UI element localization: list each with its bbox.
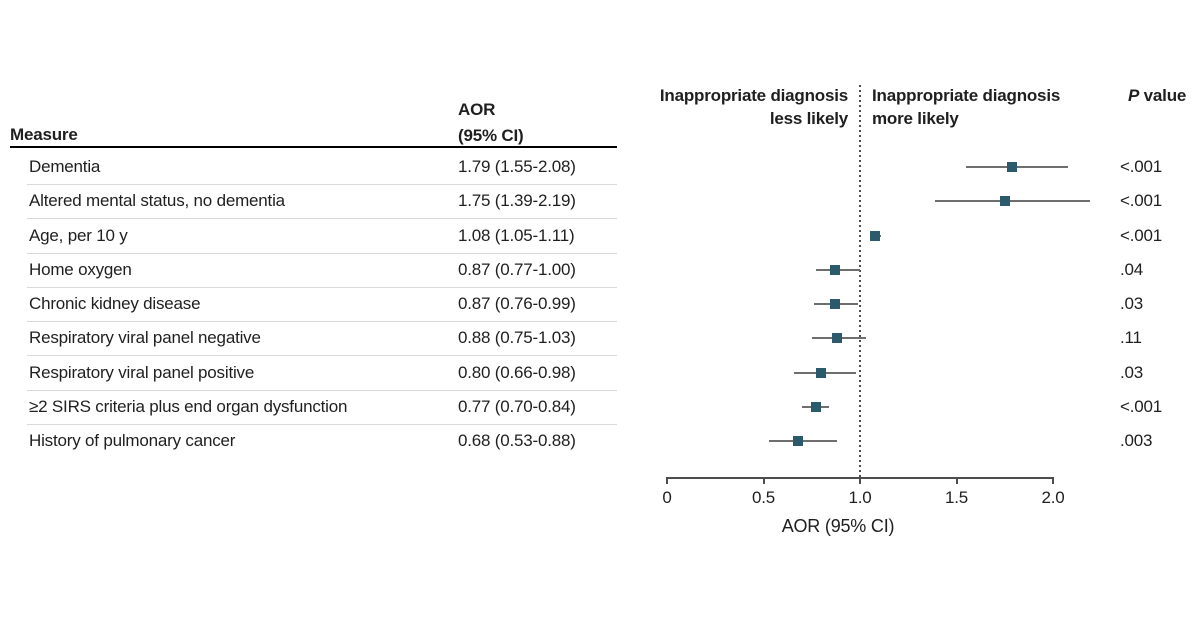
less-likely-header: Inappropriate diagnosis less likely	[568, 84, 848, 130]
aor-point-marker	[831, 333, 842, 344]
p-value: <.001	[1120, 225, 1163, 245]
aor-ci-value: 1.08 (1.05-1.11)	[458, 225, 575, 245]
row-separator	[27, 321, 617, 323]
row-separator	[27, 355, 617, 357]
more-likely-header-line1: Inappropriate diagnosis	[872, 86, 1061, 105]
aor-point-marker	[816, 367, 827, 378]
x-axis-tick-label: 0	[662, 488, 672, 507]
measure-label: Chronic kidney disease	[29, 294, 201, 313]
x-axis-title: AOR (95% CI)	[781, 516, 895, 536]
row-separator	[27, 252, 617, 254]
x-axis-tick-label: 0.5	[751, 488, 776, 507]
aor-ci-value: 0.88 (0.75-1.03)	[458, 328, 576, 348]
x-axis-tick	[1052, 477, 1054, 484]
p-value: .003	[1120, 431, 1153, 450]
less-likely-header-line1: Inappropriate diagnosis	[659, 86, 848, 105]
aor-ci-value: 0.87 (0.76-0.99)	[458, 294, 576, 313]
p-value: <.001	[1120, 157, 1163, 176]
aor-point-marker	[870, 230, 881, 241]
aor-point-marker	[829, 264, 840, 275]
row-separator	[27, 423, 617, 425]
p-value: .04	[1120, 259, 1144, 279]
p-value: <.001	[1120, 396, 1163, 416]
less-likely-header-line2: less likely	[769, 109, 848, 128]
p-value: <.001	[1120, 191, 1163, 211]
reference-line	[859, 85, 861, 477]
aor-ci-value: 1.75 (1.39-2.19)	[458, 191, 576, 211]
more-likely-header: Inappropriate diagnosis more likely	[872, 84, 1112, 130]
aor-point-marker	[999, 196, 1010, 207]
row-separator	[27, 286, 617, 288]
p-value: .03	[1120, 362, 1144, 382]
p-value-header-italic-p: P	[1128, 86, 1140, 105]
x-axis-tick-label: 1.0	[848, 488, 872, 507]
x-axis-tick	[859, 477, 861, 484]
aor-point-marker	[810, 401, 821, 412]
row-separator	[27, 218, 617, 220]
row-separator	[27, 184, 617, 186]
table-header-rule	[10, 146, 617, 148]
p-value-header-rest: value	[1139, 86, 1187, 105]
p-value: .03	[1120, 294, 1144, 313]
measure-label: Age, per 10 y	[29, 225, 128, 245]
aor-point-marker	[1007, 162, 1018, 172]
aor-ci-value: 0.87 (0.77-1.00)	[458, 259, 576, 279]
x-axis-tick	[762, 477, 765, 484]
aor-column-header-line1: AOR	[458, 100, 496, 119]
confidence-interval-line	[935, 200, 1090, 203]
x-axis-tick	[666, 477, 668, 484]
measure-label: Home oxygen	[29, 259, 132, 279]
more-likely-header-line2: more likely	[872, 109, 959, 128]
measure-label: Dementia	[29, 157, 101, 176]
measure-label: History of pulmonary cancer	[29, 431, 236, 450]
x-axis-tick-label: 1.5	[944, 488, 969, 507]
aor-ci-value: 1.79 (1.55-2.08)	[458, 157, 576, 176]
aor-ci-value: 0.77 (0.70-0.84)	[458, 396, 576, 416]
x-axis-tick	[955, 477, 958, 484]
row-separator	[27, 389, 617, 391]
measure-column-header: Measure	[10, 125, 78, 144]
p-value: .11	[1120, 328, 1142, 348]
aor-column-header-line2: (95% CI)	[458, 126, 524, 145]
x-axis-tick-label: 2.0	[1041, 488, 1065, 507]
p-value-column-header: P value	[1128, 86, 1186, 106]
measure-label: Respiratory viral panel negative	[29, 328, 261, 348]
aor-point-marker	[793, 436, 804, 446]
aor-ci-value: 0.68 (0.53-0.88)	[458, 431, 576, 450]
measure-label: ≥2 SIRS criteria plus end organ dysfunct…	[29, 396, 348, 416]
measure-label: Respiratory viral panel positive	[29, 362, 255, 382]
aor-point-marker	[829, 299, 840, 309]
aor-ci-value: 0.80 (0.66-0.98)	[458, 362, 576, 382]
measure-label: Altered mental status, no dementia	[29, 191, 285, 211]
